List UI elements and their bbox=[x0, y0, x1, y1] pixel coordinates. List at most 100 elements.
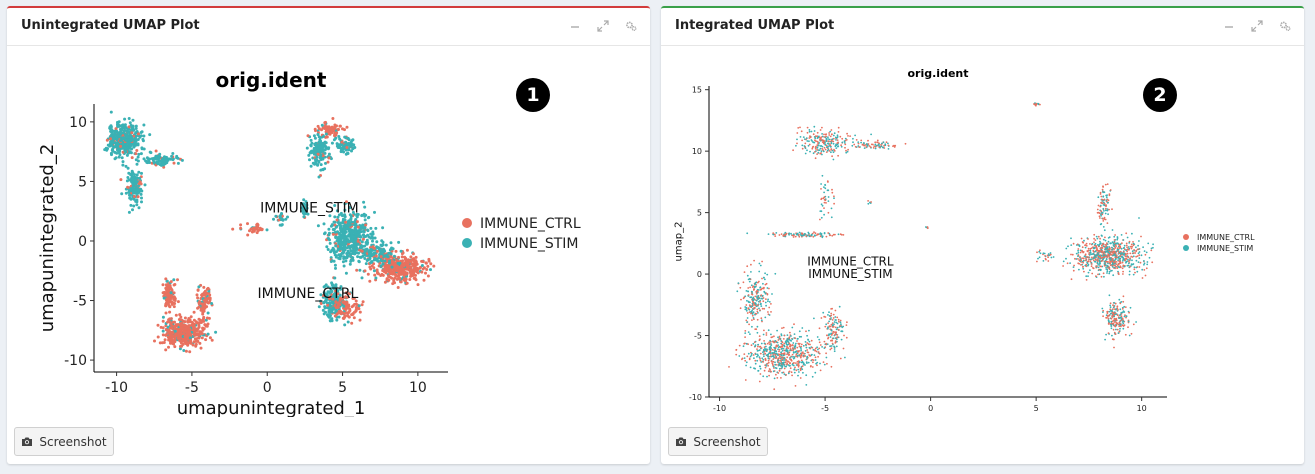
panel-title: Integrated UMAP Plot bbox=[675, 18, 835, 33]
data-point bbox=[322, 291, 326, 294]
data-point bbox=[1098, 262, 1101, 265]
data-point bbox=[166, 320, 170, 324]
data-point bbox=[357, 231, 361, 235]
data-point bbox=[259, 228, 263, 232]
data-point bbox=[736, 290, 739, 293]
data-point bbox=[1127, 246, 1130, 248]
data-point bbox=[126, 185, 130, 189]
data-point bbox=[336, 305, 340, 309]
data-point bbox=[778, 354, 781, 356]
y-axis-label: umapunintegrated_2 bbox=[37, 144, 58, 333]
data-point bbox=[165, 155, 168, 159]
data-point bbox=[808, 346, 811, 349]
data-point bbox=[400, 262, 404, 266]
data-point bbox=[786, 356, 789, 359]
data-point bbox=[817, 144, 820, 147]
data-point bbox=[757, 298, 759, 300]
screenshot-button[interactable]: Screenshot bbox=[14, 427, 114, 456]
data-point bbox=[1141, 277, 1144, 279]
data-point bbox=[837, 145, 839, 148]
data-point bbox=[123, 149, 127, 153]
data-point bbox=[1099, 256, 1102, 259]
data-point bbox=[790, 335, 792, 337]
settings-button[interactable] bbox=[1278, 19, 1292, 33]
data-point bbox=[339, 285, 343, 289]
data-point bbox=[1145, 251, 1148, 254]
data-point bbox=[762, 361, 764, 363]
data-point bbox=[827, 138, 829, 140]
data-point bbox=[744, 308, 747, 311]
data-point bbox=[877, 143, 880, 146]
data-point bbox=[1095, 235, 1098, 238]
data-point bbox=[826, 180, 829, 183]
data-point bbox=[135, 173, 139, 177]
data-point bbox=[411, 252, 415, 256]
legend-label: IMMUNE_CTRL bbox=[480, 216, 581, 232]
data-point bbox=[875, 144, 878, 147]
data-point bbox=[818, 347, 821, 350]
data-point bbox=[738, 344, 741, 347]
data-point bbox=[799, 126, 801, 129]
expand-button[interactable] bbox=[596, 19, 610, 33]
data-point bbox=[352, 235, 355, 239]
data-point bbox=[176, 278, 179, 282]
data-point bbox=[751, 305, 754, 308]
data-point bbox=[763, 329, 765, 332]
data-point bbox=[759, 357, 761, 360]
data-point bbox=[768, 301, 771, 303]
data-point bbox=[844, 143, 847, 146]
data-point bbox=[806, 149, 808, 152]
data-point bbox=[767, 311, 769, 313]
data-point bbox=[755, 328, 758, 331]
minimize-button[interactable] bbox=[1222, 19, 1236, 33]
data-point bbox=[746, 317, 749, 319]
data-point bbox=[366, 272, 370, 276]
data-point bbox=[835, 328, 838, 331]
expand-button[interactable] bbox=[1250, 19, 1264, 33]
data-point bbox=[401, 271, 405, 275]
data-point bbox=[1070, 253, 1072, 256]
minus-icon bbox=[1225, 26, 1233, 28]
data-point bbox=[341, 127, 344, 131]
minimize-button[interactable] bbox=[568, 19, 582, 33]
data-point bbox=[117, 123, 120, 127]
data-point bbox=[120, 156, 124, 160]
data-point bbox=[865, 146, 868, 148]
data-point bbox=[369, 232, 373, 236]
data-point bbox=[353, 146, 357, 149]
data-point bbox=[342, 264, 346, 268]
data-point bbox=[746, 355, 749, 358]
data-point bbox=[1122, 273, 1124, 275]
data-point bbox=[765, 334, 768, 336]
data-point bbox=[778, 350, 780, 353]
data-point bbox=[327, 227, 331, 231]
data-point bbox=[329, 288, 333, 292]
data-point bbox=[323, 151, 327, 155]
data-point bbox=[187, 330, 191, 334]
data-point bbox=[802, 371, 804, 374]
data-point bbox=[816, 233, 819, 236]
data-point bbox=[341, 260, 345, 264]
settings-button[interactable] bbox=[624, 19, 638, 33]
data-point bbox=[786, 363, 789, 366]
data-point bbox=[842, 234, 845, 236]
data-point bbox=[832, 137, 835, 140]
data-point bbox=[368, 252, 372, 256]
data-point bbox=[205, 324, 209, 328]
data-point bbox=[752, 302, 755, 305]
data-point bbox=[845, 139, 848, 141]
data-point bbox=[749, 366, 752, 369]
data-point bbox=[778, 234, 781, 236]
data-point bbox=[819, 145, 822, 147]
data-point bbox=[1087, 247, 1090, 250]
data-point bbox=[828, 145, 830, 147]
data-point bbox=[822, 361, 825, 363]
data-point bbox=[810, 365, 812, 367]
data-point bbox=[109, 143, 113, 146]
data-point bbox=[809, 354, 811, 357]
data-point bbox=[131, 171, 135, 175]
data-point bbox=[761, 357, 764, 360]
data-point bbox=[813, 141, 815, 144]
legend-label: IMMUNE_STIM bbox=[480, 236, 579, 252]
data-point bbox=[817, 142, 819, 145]
